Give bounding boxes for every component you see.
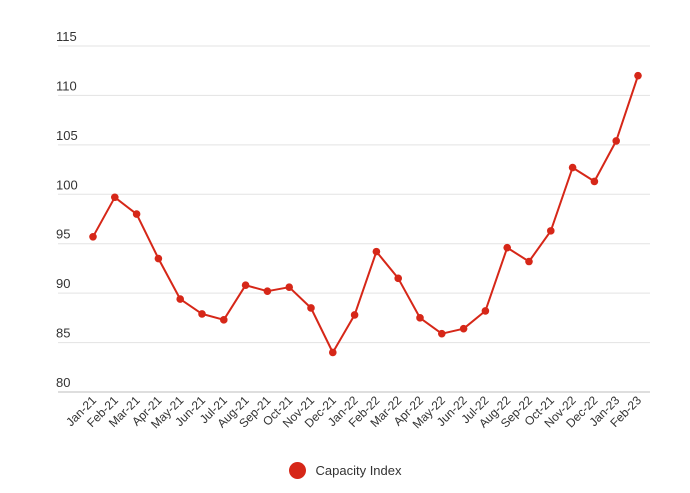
series-line — [92, 75, 639, 354]
data-point — [372, 247, 381, 256]
data-point — [438, 329, 446, 338]
legend-swatch — [288, 462, 306, 479]
series-capacity-index — [89, 71, 642, 357]
data-point — [176, 295, 184, 303]
y-tick-label: 110 — [56, 78, 77, 93]
data-point — [634, 71, 642, 80]
y-tick-label: 90 — [56, 276, 70, 291]
data-point — [481, 307, 490, 315]
data-point — [612, 137, 620, 145]
legend: Capacity Index — [0, 462, 690, 479]
data-point — [547, 227, 555, 235]
data-point — [459, 324, 468, 333]
data-point — [154, 254, 163, 263]
data-point — [263, 287, 272, 295]
data-point — [503, 243, 512, 252]
data-point — [132, 210, 141, 218]
y-tick-label: 80 — [56, 375, 70, 390]
data-point — [89, 232, 97, 241]
data-point — [307, 304, 315, 312]
data-point — [220, 316, 228, 324]
data-point — [350, 311, 359, 319]
data-point — [285, 283, 294, 292]
data-point — [111, 193, 119, 202]
y-tick-label: 95 — [56, 227, 70, 242]
y-axis-ticks: 80 85 90 95 100 105 110 115 — [56, 29, 78, 390]
data-point — [241, 281, 250, 290]
line-chart: 80 85 90 95 100 105 110 115 Jan-21Feb-21Mar-21A… — [56, 29, 650, 431]
data-point — [568, 163, 577, 172]
data-point — [590, 177, 599, 186]
y-tick-label: 105 — [56, 128, 78, 143]
data-point — [394, 274, 403, 283]
data-point — [198, 310, 206, 318]
y-tick-label: 85 — [56, 326, 70, 341]
gridlines — [58, 45, 650, 393]
data-point — [525, 257, 533, 266]
x-axis-ticks: Jan-21Feb-21Mar-21Apr-21May-21Jun-21Jul-… — [63, 393, 644, 431]
y-tick-label: 100 — [56, 177, 78, 192]
data-point — [329, 348, 337, 357]
y-tick-label: 115 — [56, 29, 77, 44]
data-point — [416, 314, 424, 322]
legend-label: Capacity Index — [315, 463, 402, 478]
